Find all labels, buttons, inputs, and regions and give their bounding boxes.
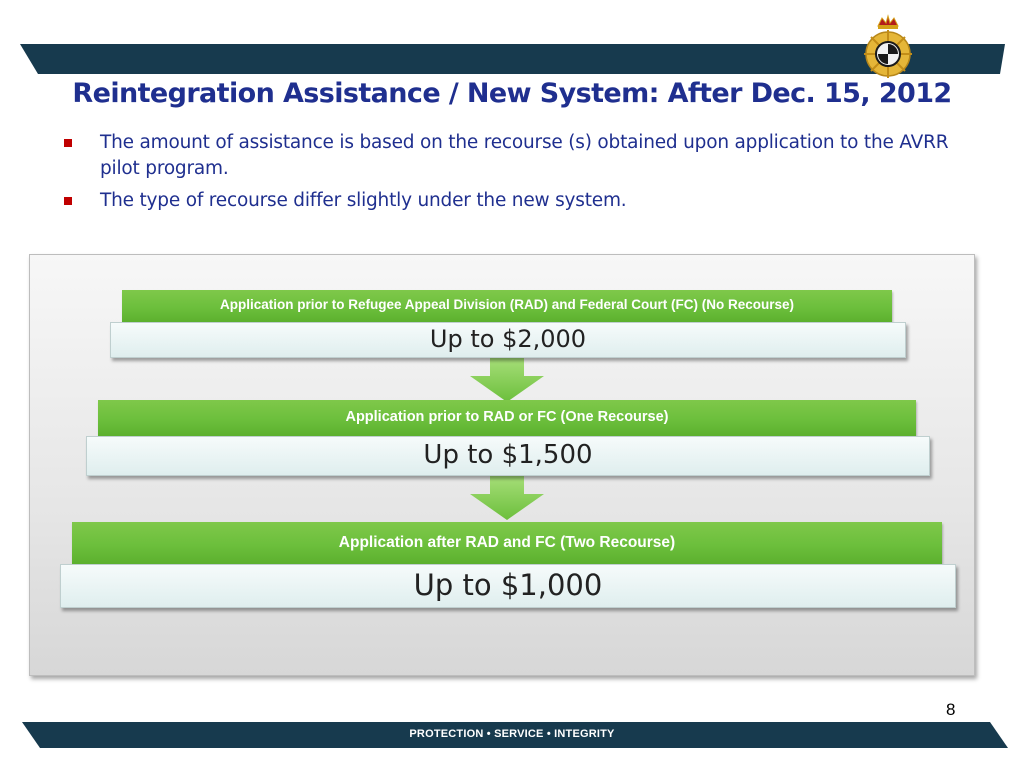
down-arrow-icon (470, 476, 544, 520)
bullet-text: The type of recourse differ slightly und… (100, 190, 627, 211)
step-no-recourse-heading: Application prior to Refugee Appeal Divi… (122, 290, 892, 322)
bullet-item: The type of recourse differ slightly und… (60, 188, 960, 214)
footer-band (0, 722, 1024, 748)
footer-motto: PROTECTION • SERVICE • INTEGRITY (409, 728, 615, 740)
bullet-item: The amount of assistance is based on the… (60, 130, 960, 182)
square-bullet-icon (64, 197, 72, 205)
agency-emblem-icon (860, 14, 916, 78)
down-arrow-icon (470, 358, 544, 402)
square-bullet-icon (64, 139, 72, 147)
step-two-recourse-amount: Up to $1,000 (60, 564, 956, 608)
header-band (0, 44, 1024, 74)
step-one-recourse-heading: Application prior to RAD or FC (One Reco… (98, 400, 916, 436)
slide-title: Reintegration Assistance / New System: A… (72, 78, 952, 109)
bullet-text: The amount of assistance is based on the… (100, 132, 949, 179)
bullet-list: The amount of assistance is based on the… (60, 130, 960, 220)
step-no-recourse-amount: Up to $2,000 (110, 322, 906, 358)
step-two-recourse-heading: Application after RAD and FC (Two Recour… (72, 522, 942, 564)
page-number: 8 (946, 700, 956, 719)
step-one-recourse-amount: Up to $1,500 (86, 436, 930, 476)
